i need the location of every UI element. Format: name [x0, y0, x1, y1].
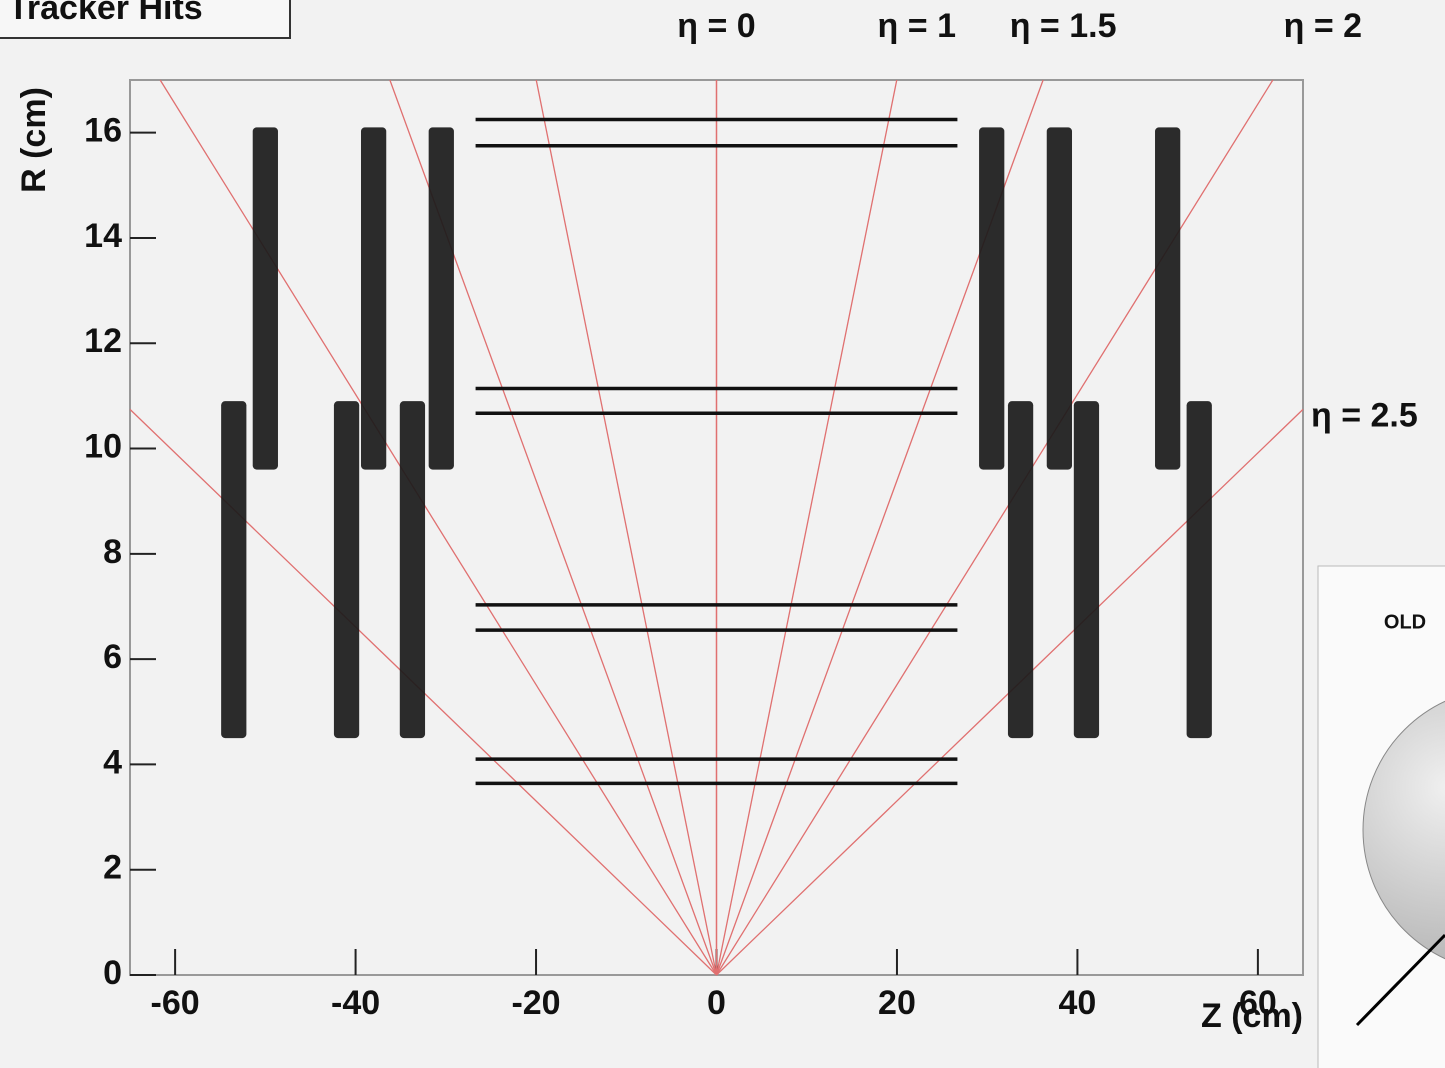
y-tick-label: 6 — [103, 638, 122, 676]
y-tick-label: 4 — [103, 743, 122, 781]
y-tick-label: 12 — [84, 322, 122, 360]
disk — [221, 401, 247, 739]
eta-label: η = 1 — [878, 7, 956, 45]
eta-label: η = 2.5 — [1311, 396, 1418, 434]
x-axis-label: Z (cm) — [1201, 997, 1303, 1035]
disk — [1073, 401, 1100, 739]
eta-label: η = 2 — [1284, 7, 1362, 45]
x-tick-label: -20 — [511, 984, 560, 1022]
x-tick-label: 40 — [1059, 984, 1097, 1022]
disk — [333, 401, 360, 739]
inset-line — [1355, 933, 1445, 1027]
disk — [428, 127, 454, 470]
disk — [1186, 401, 1212, 739]
x-tick-label: -40 — [331, 984, 380, 1022]
inset: OLD — [1317, 565, 1445, 1068]
y-tick-label: 16 — [84, 112, 122, 150]
eta-label: η = 0 — [677, 7, 755, 45]
x-tick-label: 20 — [878, 984, 916, 1022]
disk — [399, 401, 426, 739]
disk — [252, 127, 278, 470]
eta-line — [715, 79, 898, 976]
y-axis-label: R (cm) — [15, 87, 53, 193]
chart-title: Tracker Hits — [8, 0, 203, 27]
y-tick-label: 0 — [103, 954, 122, 992]
y-tick-label: 10 — [84, 428, 122, 466]
title-box — [0, 0, 291, 39]
disk — [360, 127, 387, 470]
x-tick-label: 0 — [707, 984, 726, 1022]
disk — [1007, 401, 1034, 739]
disk — [1046, 127, 1073, 470]
inset-label: OLD — [1384, 611, 1426, 633]
eta-line — [535, 79, 718, 976]
inset-sphere — [1362, 700, 1445, 960]
y-tick-label: 2 — [103, 849, 122, 887]
x-tick-label: -60 — [151, 984, 200, 1022]
disk — [979, 127, 1005, 470]
y-tick-label: 8 — [103, 533, 122, 571]
disk — [1155, 127, 1181, 470]
y-tick-label: 14 — [84, 217, 122, 255]
x-tick-label: 60 — [1239, 984, 1277, 1022]
eta-label: η = 1.5 — [1010, 7, 1117, 45]
